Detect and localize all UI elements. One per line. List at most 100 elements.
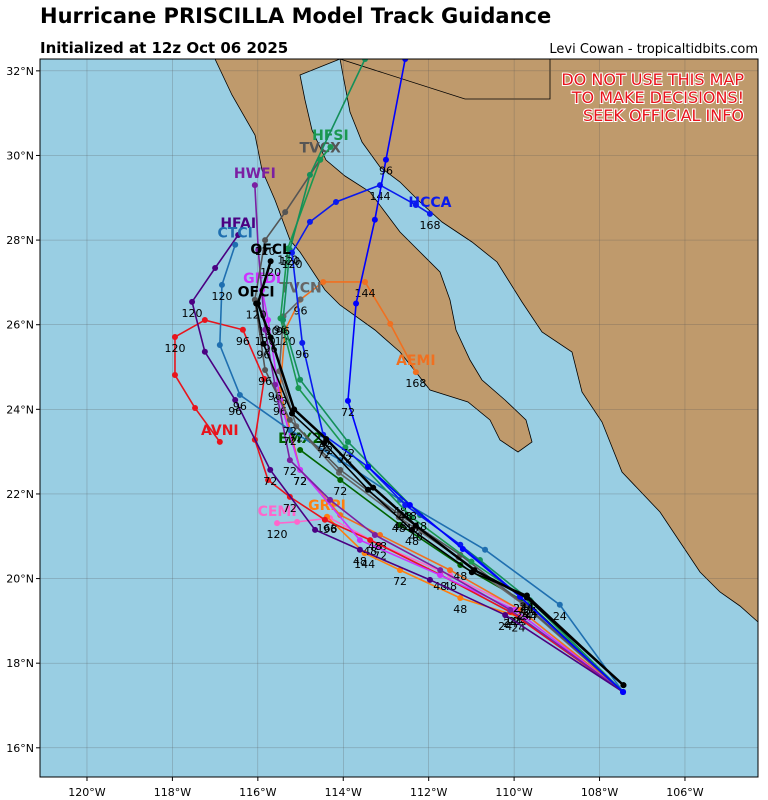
track-point <box>192 405 199 412</box>
track-point <box>260 340 267 347</box>
hour-label: 72 <box>283 425 297 438</box>
hour-label: 48 <box>453 603 467 616</box>
hour-label: 120 <box>279 255 300 268</box>
warning-line: SEEK OFFICIAL INFO <box>583 106 744 125</box>
track-point <box>353 300 360 307</box>
hour-label: 120 <box>211 290 232 303</box>
hour-label: 48 <box>392 522 406 535</box>
credit: Levi Cowan - tropicaltidbits.com <box>549 42 758 57</box>
grid <box>40 59 758 777</box>
track-point <box>306 218 313 225</box>
track-point <box>267 466 274 473</box>
hour-label: 72 <box>341 406 355 419</box>
track-point <box>262 237 269 244</box>
hour-label: 72 <box>319 444 333 457</box>
hour-label: 72 <box>393 575 407 588</box>
track-point <box>232 241 239 248</box>
track-point <box>365 463 372 470</box>
track-line <box>347 59 624 693</box>
hour-label: 24 <box>513 602 527 615</box>
track-point <box>216 342 223 349</box>
x-tick-label: 106°W <box>666 786 703 799</box>
baja-land <box>214 59 533 453</box>
track-point <box>323 435 330 442</box>
hour-label: 96 <box>258 375 272 388</box>
track-point <box>365 486 372 493</box>
track-point <box>171 372 178 379</box>
hour-label: 96 <box>268 390 282 403</box>
track-point <box>235 232 242 239</box>
x-tick-label: 108°W <box>581 786 618 799</box>
track-line <box>256 260 625 687</box>
track-point <box>437 572 444 579</box>
subtitle: Initialized at 12z Oct 06 2025 <box>40 39 288 57</box>
hour-label: 48 <box>405 535 419 548</box>
hour-label: 144 <box>369 190 390 203</box>
track-name: AEMI <box>396 353 436 369</box>
track-point <box>282 209 289 216</box>
y-tick-label: 28°N <box>6 234 34 247</box>
track-point <box>337 466 344 473</box>
hour-label: 48 <box>409 531 423 544</box>
y-tick-label: 24°N <box>6 403 34 416</box>
y-tick-label: 16°N <box>6 742 34 755</box>
track-point <box>356 537 363 544</box>
track-point <box>337 476 344 483</box>
hour-label: 120 <box>267 528 288 541</box>
hour-label: 96 <box>295 348 309 361</box>
track-point <box>327 144 334 151</box>
track-point <box>408 514 415 521</box>
x-tick-label: 110°W <box>495 786 532 799</box>
track-point <box>468 558 475 565</box>
track-point <box>337 512 344 519</box>
track-name: TVCN <box>279 280 321 296</box>
track: 24 48 72 96 120 HFAI <box>182 216 627 695</box>
hour-label: 96 <box>236 335 250 348</box>
hour-label: 120 <box>260 266 281 279</box>
x-tick-label: 114°W <box>325 786 362 799</box>
track-point <box>362 278 369 285</box>
track-point <box>289 249 296 256</box>
track-point <box>356 546 363 553</box>
hour-label: 48 <box>403 510 417 523</box>
hour-label: 72 <box>263 475 277 488</box>
hour-label: 72 <box>283 435 297 448</box>
track-point <box>371 216 378 223</box>
track-point <box>406 501 413 508</box>
hour-label: 96 <box>233 400 247 413</box>
track-point <box>409 526 416 533</box>
track-point <box>426 210 433 217</box>
track-point <box>447 567 454 574</box>
hour-label: 24 <box>511 622 525 635</box>
track-line <box>282 59 624 693</box>
y-tick-label: 22°N <box>6 488 34 501</box>
track-point <box>517 606 524 613</box>
track-point <box>254 300 261 307</box>
hour-label: 96 <box>276 325 290 338</box>
hour-label: 24 <box>513 602 527 615</box>
hour-label: 120 <box>255 245 276 258</box>
track-point <box>267 258 274 265</box>
track-point <box>236 391 243 398</box>
track-name: AVNI <box>201 423 239 439</box>
hour-label: 72 <box>333 485 347 498</box>
track-name: CTCI <box>218 226 253 242</box>
track-point <box>291 406 298 413</box>
plot-frame <box>39 58 759 778</box>
hour-label: 72 <box>283 465 297 478</box>
y-tick-label: 26°N <box>6 319 34 332</box>
track-point <box>280 317 287 324</box>
track-point <box>412 522 419 529</box>
track-name: HFSI <box>312 128 349 144</box>
y-tick-label: 30°N <box>6 149 34 162</box>
track-point <box>370 484 377 491</box>
track-point <box>482 546 489 553</box>
hour-label: 24 <box>520 600 534 613</box>
track-point <box>402 501 409 508</box>
track-point <box>286 457 293 464</box>
hour-label: 72 <box>289 431 303 444</box>
track-point <box>457 551 464 558</box>
track-point <box>556 601 563 608</box>
x-tick-label: 120°W <box>68 786 105 799</box>
